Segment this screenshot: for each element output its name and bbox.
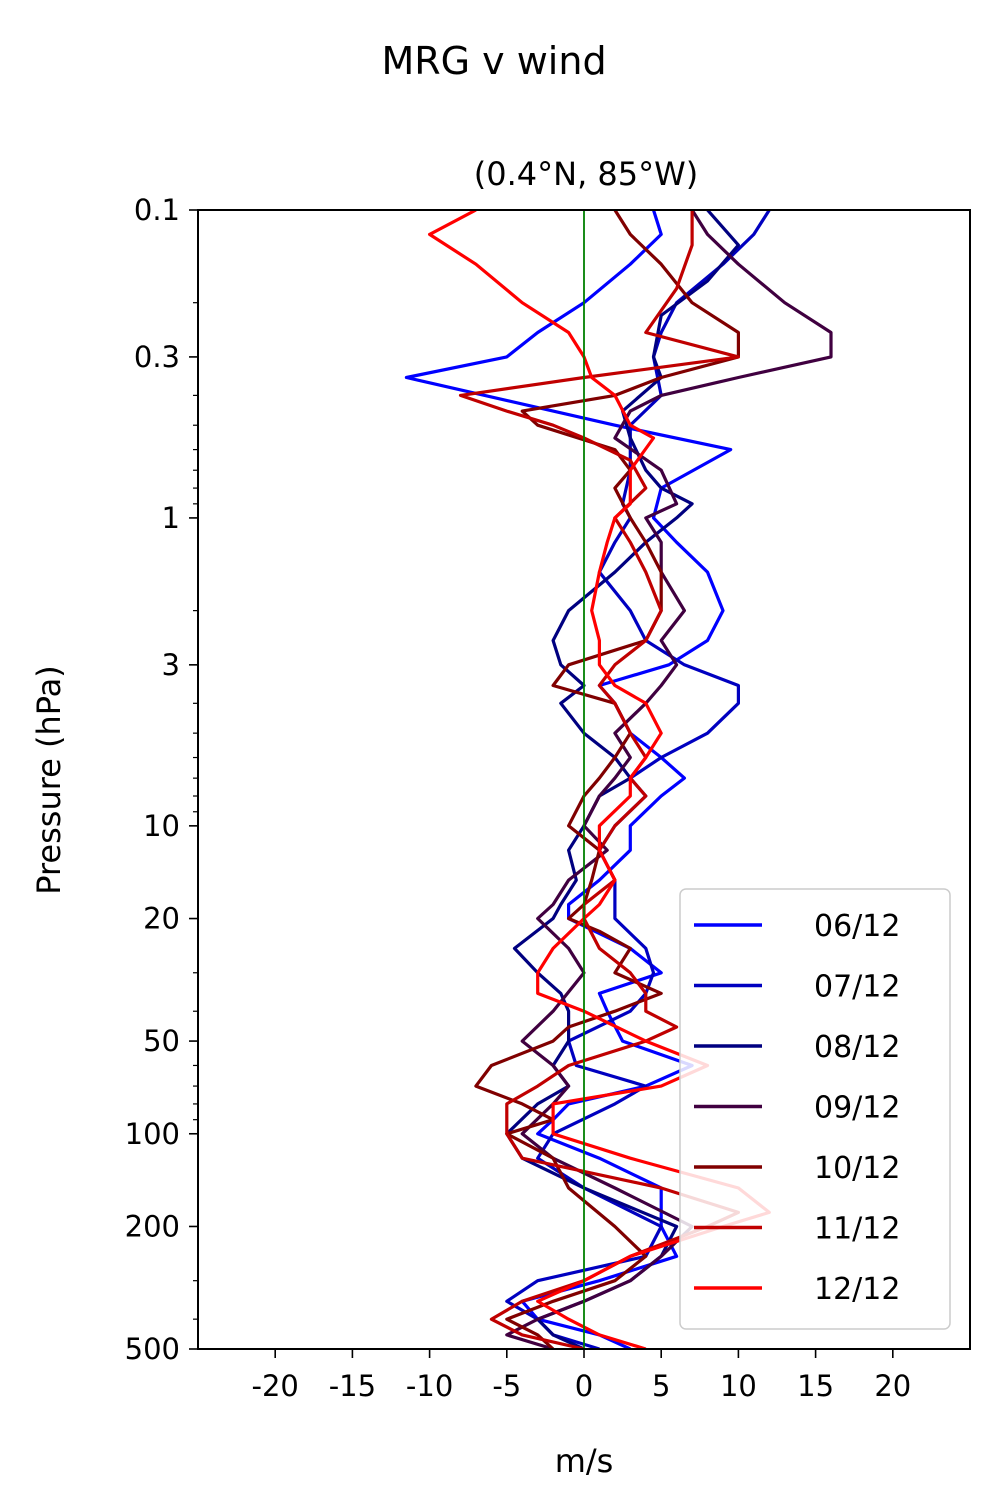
series-line-06-12 — [404, 210, 733, 1349]
x-tick-label: 15 — [797, 1369, 834, 1403]
x-tick-label: 5 — [652, 1369, 670, 1403]
x-tick-label: 10 — [720, 1369, 757, 1403]
legend-label: 06/12 — [814, 909, 900, 944]
y-tick-label: 3 — [162, 648, 180, 682]
x-axis-label: m/s — [555, 1442, 614, 1480]
x-tick-label: -15 — [329, 1369, 376, 1403]
legend-label: 10/12 — [814, 1151, 900, 1186]
legend-box — [679, 888, 951, 1330]
y-tick-label: 0.1 — [134, 193, 180, 227]
y-tick-label: 10 — [143, 809, 180, 843]
y-tick-label: 100 — [125, 1117, 180, 1151]
legend: 06/12 07/12 08/12 09/12 10/12 11/12 12/12 — [679, 888, 951, 1330]
x-tick-label: -20 — [252, 1369, 299, 1403]
legend-label: 09/12 — [814, 1091, 900, 1126]
series-line-11-12 — [458, 210, 741, 1349]
legend-label: 12/12 — [814, 1272, 900, 1307]
y-tick-label: 20 — [143, 902, 180, 936]
x-axis: -20 -15 -10 -5 0 5 10 15 20 — [252, 1349, 911, 1403]
y-tick-label: 50 — [143, 1024, 180, 1058]
y-tick-label: 0.3 — [134, 340, 180, 374]
chart-suptitle: MRG v wind — [381, 39, 606, 83]
x-tick-label: -5 — [492, 1369, 521, 1403]
legend-label: 11/12 — [814, 1212, 900, 1247]
x-tick-label: 0 — [575, 1369, 593, 1403]
y-axis: 0.1 0.3 1 3 10 20 50 100 200 500 — [125, 193, 198, 1366]
legend-label: 07/12 — [814, 970, 900, 1005]
y-tick-label: 1 — [162, 501, 180, 535]
legend-label: 08/12 — [814, 1030, 900, 1065]
y-tick-label: 200 — [125, 1209, 180, 1243]
y-tick-label: 500 — [125, 1332, 180, 1366]
y-axis-label: Pressure (hPa) — [30, 665, 68, 895]
x-tick-label: 20 — [874, 1369, 911, 1403]
x-tick-label: -10 — [406, 1369, 453, 1403]
chart-title: (0.4°N, 85°W) — [474, 155, 699, 193]
